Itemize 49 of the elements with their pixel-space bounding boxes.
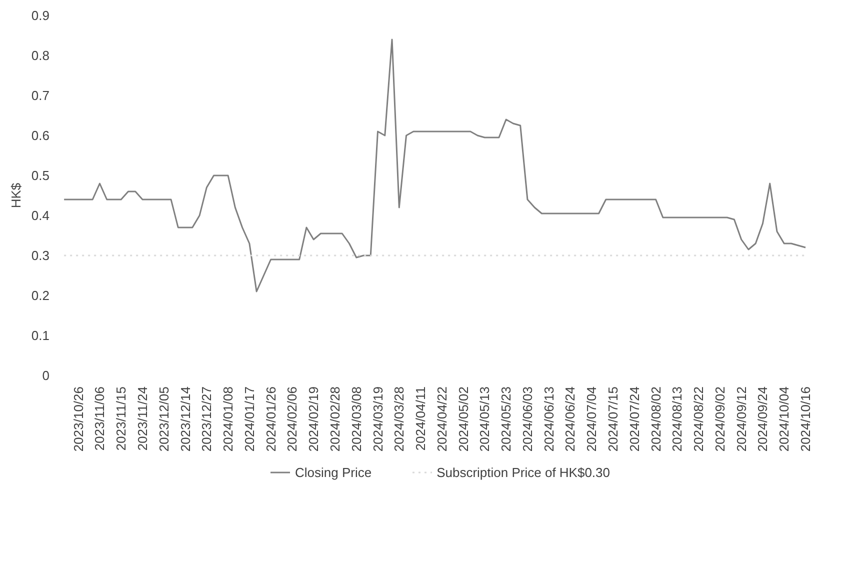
x-tick-label: 2023/12/14	[178, 386, 193, 452]
x-tick-label: 2024/05/23	[498, 386, 514, 452]
x-tick-label: 2024/03/19	[370, 386, 386, 452]
y-tick-label: 0.8	[31, 48, 50, 63]
x-tick-label: 2024/06/13	[541, 386, 556, 452]
y-tick-label: 0.6	[31, 128, 50, 143]
x-tick-label: 2023/12/05	[156, 386, 172, 452]
x-tick-label: 2024/06/24	[562, 386, 578, 452]
x-tick-label: 2024/01/08	[220, 386, 236, 452]
x-tick-label: 2024/08/13	[670, 386, 685, 452]
x-tick-label: 2023/11/06	[92, 386, 108, 451]
x-tick-label: 2024/03/08	[348, 386, 364, 452]
x-tick-label: 2024/07/15	[606, 386, 621, 452]
line-series	[63, 38, 806, 292]
legend-label: Closing Price	[294, 464, 372, 480]
y-axis-title: HK$	[8, 182, 24, 208]
x-tick-label: 2024/07/24	[626, 386, 642, 452]
x-tick-label: 2023/10/26	[70, 386, 86, 452]
x-tick-label: 2024/01/17	[242, 386, 257, 452]
x-tick-label: 2024/02/06	[284, 386, 300, 452]
x-tick-label: 2024/08/02	[648, 386, 664, 452]
x-tick-label: 2024/05/13	[477, 386, 492, 452]
x-tick-label: 2024/10/04	[776, 386, 792, 452]
x-tick-label: 2024/10/16	[798, 386, 814, 452]
x-tick-label: 2024/01/26	[263, 386, 278, 452]
y-tick-label: 0	[42, 368, 50, 383]
x-tick-label: 2024/04/11	[413, 386, 428, 451]
x-tick-label: 2023/11/15	[114, 386, 129, 451]
y-tick-label: 0.2	[31, 288, 50, 303]
y-tick-label: 0.9	[31, 8, 50, 23]
y-tick-label: 0.7	[31, 88, 50, 103]
y-tick-label: 0.1	[31, 328, 50, 343]
y-tick-label: 0.3	[31, 248, 50, 263]
y-tick-label: 0.5	[31, 168, 50, 183]
x-tick-label: 2023/11/24	[134, 386, 150, 451]
x-tick-label: 2024/07/04	[584, 386, 600, 452]
x-tick-label: 2024/09/02	[712, 386, 728, 452]
legend-label: Subscription Price of HK$0.30	[436, 464, 610, 480]
x-tick-label: 2023/12/27	[199, 386, 214, 452]
x-tick-label: 2024/06/03	[520, 386, 535, 452]
y-tick-label: 0.4	[31, 208, 50, 223]
x-tick-label: 2024/03/28	[392, 386, 407, 452]
x-tick-label: 2024/09/24	[755, 386, 770, 452]
x-tick-label: 2024/05/02	[456, 386, 471, 452]
x-tick-label: 2024/04/22	[434, 386, 450, 452]
x-tick-label: 2024/02/19	[306, 386, 322, 452]
x-tick-label: 2024/02/28	[327, 386, 342, 452]
x-tick-label: 2024/08/22	[691, 386, 706, 452]
x-tick-label: 2024/09/12	[734, 386, 749, 452]
